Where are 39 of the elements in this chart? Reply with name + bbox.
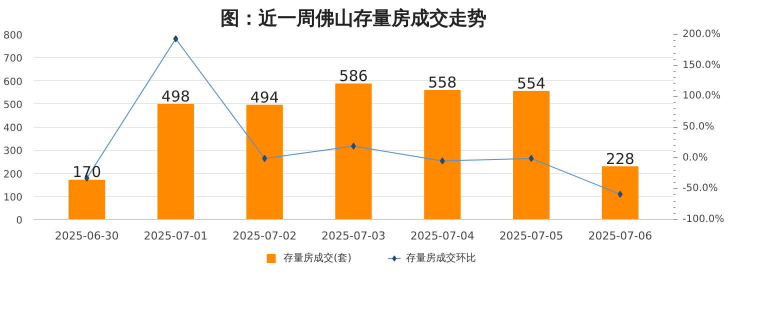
y-tick-label: 300 (3, 146, 23, 158)
bar (246, 104, 283, 220)
y2-tick-label: 150.0% (682, 60, 721, 71)
y-tick-label: 800 (3, 30, 23, 42)
bar (68, 180, 106, 220)
data-label: 494 (250, 88, 279, 106)
x-tick-label: 2025-07-05 (499, 230, 564, 242)
x-tick-label: 2025-06-30 (54, 230, 119, 242)
y2-tick-label: 50.0% (682, 122, 714, 132)
y2-tick-label: 200.0% (682, 29, 721, 40)
y2-tick-label: 0.0% (682, 152, 708, 164)
y-tick-label: 0 (16, 216, 23, 226)
x-tick-label: 2025-07-03 (322, 230, 386, 242)
data-label: 586 (339, 66, 368, 85)
bar (513, 90, 550, 220)
x-tick-label: 2025-07-06 (588, 230, 652, 242)
legend-label: 存量房成交环比 (406, 252, 476, 264)
y-tick-label: 500 (3, 100, 23, 111)
y-tick-label: 400 (3, 123, 23, 134)
data-label: 228 (606, 150, 634, 168)
y-tick-label: 600 (3, 76, 23, 88)
data-label: 554 (516, 74, 546, 92)
bar (157, 104, 194, 220)
y2-tick-label: -100.0% (682, 214, 724, 225)
chart-title: 图：近一周佛山存量房成交走势 (220, 8, 486, 30)
y-tick-label: 200 (3, 169, 23, 180)
bar (335, 83, 372, 220)
bar (602, 166, 638, 220)
x-tick-label: 2025-07-04 (410, 230, 474, 242)
y2-tick-label: 100.0% (682, 90, 721, 102)
legend-label: 存量房成交(套) (284, 252, 352, 264)
data-label: 558 (428, 73, 457, 92)
bar (424, 90, 461, 220)
y2-tick-label: -50.0% (682, 183, 718, 194)
x-tick-label: 2025-07-01 (144, 230, 208, 242)
y-tick-label: 700 (3, 54, 23, 65)
x-tick-label: 2025-07-02 (232, 230, 297, 242)
y-tick-label: 100 (3, 192, 23, 204)
data-label: 498 (161, 87, 190, 106)
